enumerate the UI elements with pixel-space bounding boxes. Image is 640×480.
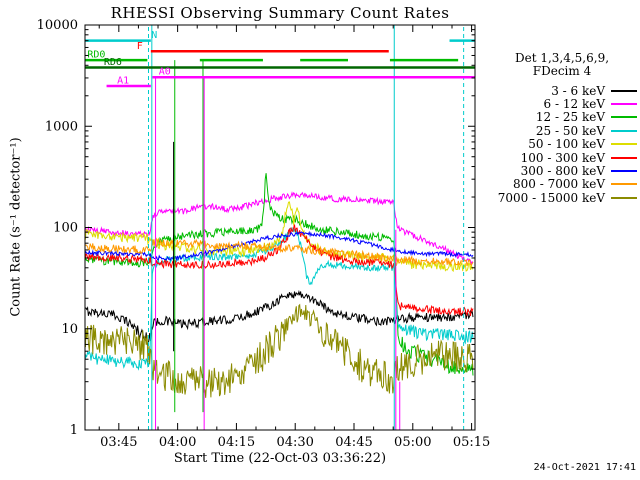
legend-item: 800 - 7000 keV	[487, 177, 637, 192]
x-tick-label: 04:15	[218, 435, 255, 450]
legend-item: 7000 - 15000 keV	[487, 190, 637, 205]
series-7000-15000keV	[85, 303, 474, 398]
legend-item-label: 800 - 7000 keV	[513, 177, 605, 192]
series-300-800keV	[85, 230, 474, 262]
series-50-100keV	[85, 201, 474, 273]
legend-item-swatch	[611, 183, 637, 186]
x-tick-label: 05:15	[453, 435, 490, 450]
series-12-25keV	[85, 173, 474, 376]
series-800-7000keV	[85, 237, 474, 267]
flag-label-A0: A0	[159, 67, 171, 78]
legend-item: 6 - 12 keV	[487, 97, 637, 112]
x-axis-label: Start Time (22-Oct-03 03:36:22)	[173, 451, 387, 466]
y-tick-label: 1	[70, 423, 78, 438]
flag-label-RD6: RD6	[104, 57, 122, 68]
flag-label-A1: A1	[117, 75, 129, 86]
x-tick-label: 05:00	[394, 435, 431, 450]
legend-item-label: 7000 - 15000 keV	[497, 190, 605, 205]
legend: Det 1,3,4,5,6,9, FDecim 4 3 - 6 keV 6 - 1…	[487, 52, 637, 205]
creation-timestamp: 24-Oct-2021 17:41	[533, 462, 636, 473]
legend-item-swatch	[611, 116, 637, 119]
legend-item-label: 12 - 25 keV	[535, 110, 605, 125]
legend-item: 300 - 800 keV	[487, 164, 637, 179]
legend-item-label: 6 - 12 keV	[543, 97, 605, 112]
y-tick-label: 10	[61, 322, 78, 337]
legend-item-swatch	[611, 170, 637, 173]
flag-label-N: N	[151, 30, 157, 41]
y-tick-label: 100	[53, 221, 78, 236]
legend-item: 25 - 50 keV	[487, 123, 637, 138]
x-tick-label: 04:00	[159, 435, 196, 450]
legend-item-label: 3 - 6 keV	[551, 83, 605, 98]
legend-item-swatch	[611, 89, 637, 92]
legend-item-label: 25 - 50 keV	[535, 123, 605, 138]
y-axis-label: Count Rate (s⁻¹ detector⁻¹)	[8, 137, 24, 317]
legend-header-decimation: FDecim 4	[532, 64, 592, 78]
y-tick-label: 1000	[45, 119, 78, 134]
legend-header-detectors: Det 1,3,4,5,6,9,	[514, 51, 610, 65]
x-tick-label: 04:45	[335, 435, 372, 450]
legend-item-swatch	[611, 143, 637, 146]
legend-item: 50 - 100 keV	[487, 137, 637, 152]
legend-entries: 3 - 6 keV 6 - 12 keV 12 - 25 keV 25 - 50 ke…	[487, 84, 637, 205]
series-6-12keV	[85, 191, 474, 265]
x-tick-label: 03:45	[100, 435, 137, 450]
flag-label-RD0: RD0	[87, 50, 105, 61]
series-3-6keV	[85, 289, 474, 347]
legend-item-swatch	[611, 129, 637, 132]
x-tick-label: 04:30	[276, 435, 313, 450]
legend-item-swatch	[611, 196, 637, 199]
legend-item-swatch	[611, 103, 637, 106]
legend-item-label: 50 - 100 keV	[528, 137, 605, 152]
legend-item-label: 100 - 300 keV	[520, 150, 605, 165]
legend-item-label: 300 - 800 keV	[520, 164, 605, 179]
flag-label-F: F	[137, 41, 143, 52]
legend-item: 3 - 6 keV	[487, 83, 637, 98]
chart-title: RHESSI Observing Summary Count Rates	[110, 4, 450, 22]
legend-item: 12 - 25 keV	[487, 110, 637, 125]
legend-item: 100 - 300 keV	[487, 150, 637, 165]
y-tick-label: 10000	[37, 18, 78, 33]
legend-item-swatch	[611, 156, 637, 159]
